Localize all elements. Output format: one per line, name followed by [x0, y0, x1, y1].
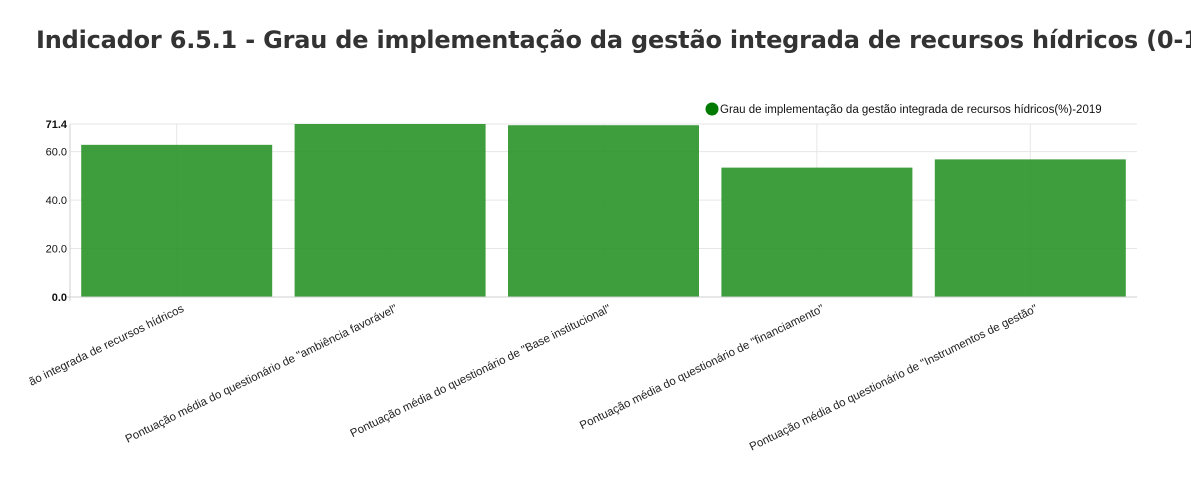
page-title: Indicador 6.5.1 - Grau de implementação … [36, 26, 1191, 54]
x-axis-category-labels: ão integrada de recursos hídricos Pontuaç… [27, 303, 1039, 454]
bar[interactable] [721, 167, 913, 297]
y-axis-tick-labels: 0.0 20.0 40.0 60.0 71.4 [46, 119, 68, 304]
y-tick-label: 71.4 [46, 119, 68, 131]
x-category-label: ão integrada de recursos hídricos [27, 303, 186, 389]
legend-label[interactable]: Grau de implementação da gestão integrad… [720, 104, 1102, 116]
y-tick-label: 60.0 [46, 147, 67, 159]
x-category-label: Pontuação média do questionário de "Base… [349, 303, 613, 440]
bar[interactable] [934, 159, 1126, 297]
y-tick-label: 40.0 [46, 195, 67, 207]
bar[interactable] [81, 144, 273, 297]
x-category-label: Pontuação média do questionário de "fina… [578, 303, 826, 432]
bar[interactable] [294, 124, 486, 297]
y-tick-label: 20.0 [46, 244, 67, 256]
legend[interactable]: Grau de implementação da gestão integrad… [705, 102, 1102, 117]
bar[interactable] [508, 125, 699, 297]
bars [81, 124, 1126, 297]
axes [66, 124, 1137, 301]
legend-marker-icon[interactable] [705, 102, 719, 116]
y-tick-label: 0.0 [52, 292, 67, 304]
